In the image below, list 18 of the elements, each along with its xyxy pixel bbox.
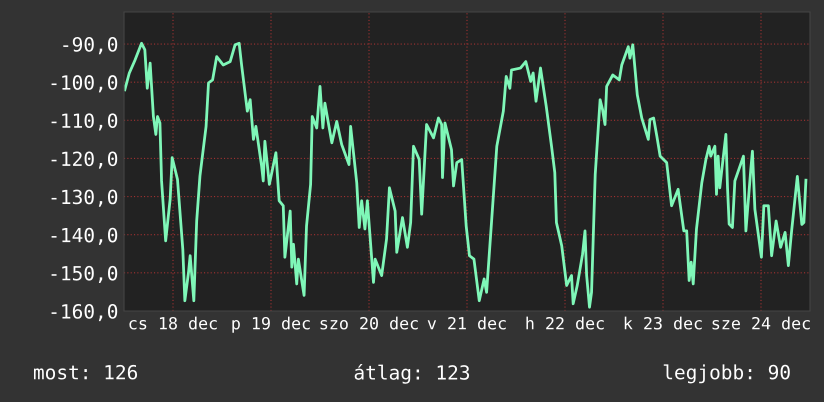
y-tick-label: -150,0 [52,266,118,284]
text: átlag: 123 [354,364,470,384]
y-tick-label: -120,0 [52,151,118,169]
y-tick-label: -130,0 [52,190,118,207]
y-tick-label: -110,0 [52,113,118,130]
x-tick-label: k 23 dec [624,316,702,330]
x-tick-label: h 22 dec [526,316,604,330]
x-tick-label: cs 18 dec [129,316,217,330]
x-tick-label: sze 24 dec [712,316,810,330]
x-tick-label: v 21 dec [428,316,506,330]
text: most: 126 [34,364,138,380]
y-tick-label: -90,0 [63,37,118,54]
text: legjobb: 90 [664,364,790,384]
y-tick-label: -160,0 [52,304,118,322]
y-tick-label: -100,0 [52,75,118,92]
y-tick-label: -140,0 [52,228,118,245]
x-tick-label: p 19 dec [232,316,310,333]
x-tick-label: szo 20 dec [320,316,418,330]
